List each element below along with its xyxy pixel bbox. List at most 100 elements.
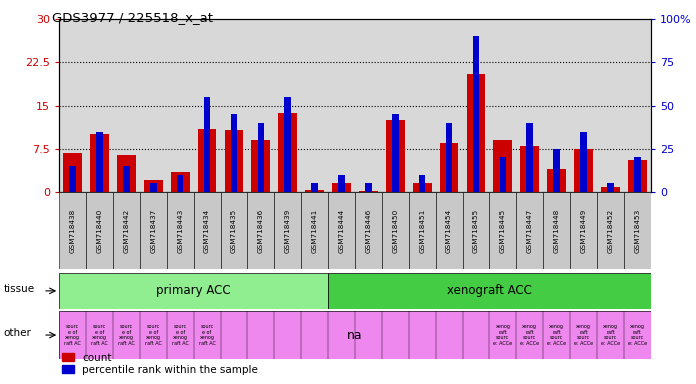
Bar	[301, 192, 328, 269]
Text: GSM718452: GSM718452	[608, 208, 613, 253]
Bar	[90, 134, 109, 192]
Bar	[445, 123, 452, 192]
Bar	[473, 36, 480, 192]
Text: na: na	[347, 329, 363, 341]
Bar	[167, 192, 193, 269]
Bar	[150, 184, 157, 192]
Text: GSM718449: GSM718449	[580, 208, 587, 253]
Bar	[382, 192, 409, 269]
Bar	[144, 180, 163, 192]
Bar	[117, 155, 136, 192]
Bar	[113, 192, 140, 269]
Bar	[601, 187, 620, 192]
Bar	[230, 114, 237, 192]
Bar	[63, 153, 82, 192]
Text: xenograft ACC: xenograft ACC	[447, 285, 532, 297]
Bar	[547, 169, 566, 192]
Bar	[634, 157, 640, 192]
Bar	[355, 192, 382, 269]
Text: GSM718454: GSM718454	[446, 208, 452, 253]
Bar	[500, 157, 506, 192]
Text: sourc
e of
xenog
raft AC: sourc e of xenog raft AC	[91, 324, 108, 346]
Text: sourc
e of
xenog
raft AC: sourc e of xenog raft AC	[118, 324, 135, 346]
Bar	[521, 146, 539, 192]
Bar	[493, 140, 512, 192]
Text: GSM718451: GSM718451	[419, 208, 425, 253]
Bar	[198, 129, 216, 192]
Bar	[386, 120, 404, 192]
Text: GSM718435: GSM718435	[231, 208, 237, 253]
Text: GSM718441: GSM718441	[312, 208, 317, 253]
Bar	[332, 184, 351, 192]
Text: GSM718455: GSM718455	[473, 208, 479, 253]
Bar	[274, 192, 301, 269]
Text: GSM718450: GSM718450	[393, 208, 398, 253]
Bar	[70, 166, 76, 192]
Bar	[59, 192, 86, 269]
Bar	[247, 192, 274, 269]
Bar	[285, 97, 291, 192]
Bar	[140, 192, 167, 269]
Bar	[278, 113, 297, 192]
Bar	[221, 192, 247, 269]
Text: GSM718437: GSM718437	[150, 208, 157, 253]
Text: GSM718448: GSM718448	[553, 208, 560, 253]
Bar	[328, 192, 355, 269]
Bar	[570, 192, 597, 269]
Bar	[543, 192, 570, 269]
Bar	[574, 149, 593, 192]
Bar	[436, 192, 463, 269]
Bar	[463, 192, 489, 269]
Bar	[607, 184, 614, 192]
Text: xenog
raft
sourc
e: ACCe: xenog raft sourc e: ACCe	[628, 324, 647, 346]
Text: GSM718447: GSM718447	[527, 208, 532, 253]
Bar	[311, 184, 318, 192]
Bar	[580, 132, 587, 192]
Text: xenog
raft
sourc
e: ACCe: xenog raft sourc e: ACCe	[493, 324, 512, 346]
Text: GDS3977 / 225518_x_at: GDS3977 / 225518_x_at	[52, 12, 213, 25]
Text: sourc
e of
xenog
raft AC: sourc e of xenog raft AC	[64, 324, 81, 346]
Text: xenog
raft
sourc
e: ACCe: xenog raft sourc e: ACCe	[601, 324, 620, 346]
Bar	[86, 192, 113, 269]
Bar	[306, 190, 324, 192]
Text: xenog
raft
sourc
e: ACCe: xenog raft sourc e: ACCe	[520, 324, 539, 346]
Bar	[392, 114, 399, 192]
Text: xenog
raft
sourc
e: ACCe: xenog raft sourc e: ACCe	[574, 324, 593, 346]
Bar	[338, 175, 345, 192]
Text: GSM718438: GSM718438	[70, 208, 76, 253]
Text: sourc
e of
xenog
raft AC: sourc e of xenog raft AC	[172, 324, 189, 346]
Text: GSM718443: GSM718443	[177, 208, 183, 253]
Bar	[96, 132, 103, 192]
Bar	[413, 184, 432, 192]
Text: GSM718440: GSM718440	[97, 208, 102, 253]
Bar	[628, 161, 647, 192]
Bar	[597, 192, 624, 269]
Bar	[526, 123, 533, 192]
Legend: count, percentile rank within the sample: count, percentile rank within the sample	[57, 348, 262, 379]
Text: GSM718445: GSM718445	[500, 208, 506, 253]
Text: sourc
e of
xenog
raft AC: sourc e of xenog raft AC	[198, 324, 216, 346]
Bar	[225, 130, 244, 192]
Text: GSM718439: GSM718439	[285, 208, 291, 253]
Text: xenog
raft
sourc
e: ACCe: xenog raft sourc e: ACCe	[547, 324, 567, 346]
Text: other: other	[3, 328, 31, 338]
Bar	[328, 273, 651, 309]
Bar	[258, 123, 264, 192]
Bar	[624, 192, 651, 269]
Bar	[516, 192, 543, 269]
Bar	[59, 273, 328, 309]
Text: sourc
e of
xenog
raft AC: sourc e of xenog raft AC	[145, 324, 161, 346]
Bar	[489, 192, 516, 269]
Text: GSM718436: GSM718436	[258, 208, 264, 253]
Bar	[193, 192, 221, 269]
Text: GSM718446: GSM718446	[365, 208, 372, 253]
Bar	[419, 175, 425, 192]
Text: primary ACC: primary ACC	[157, 285, 231, 297]
Text: tissue: tissue	[3, 284, 35, 294]
Bar	[177, 175, 184, 192]
Bar	[440, 143, 459, 192]
Bar	[553, 149, 560, 192]
Bar	[171, 172, 189, 192]
Bar	[365, 184, 372, 192]
Bar	[251, 140, 270, 192]
